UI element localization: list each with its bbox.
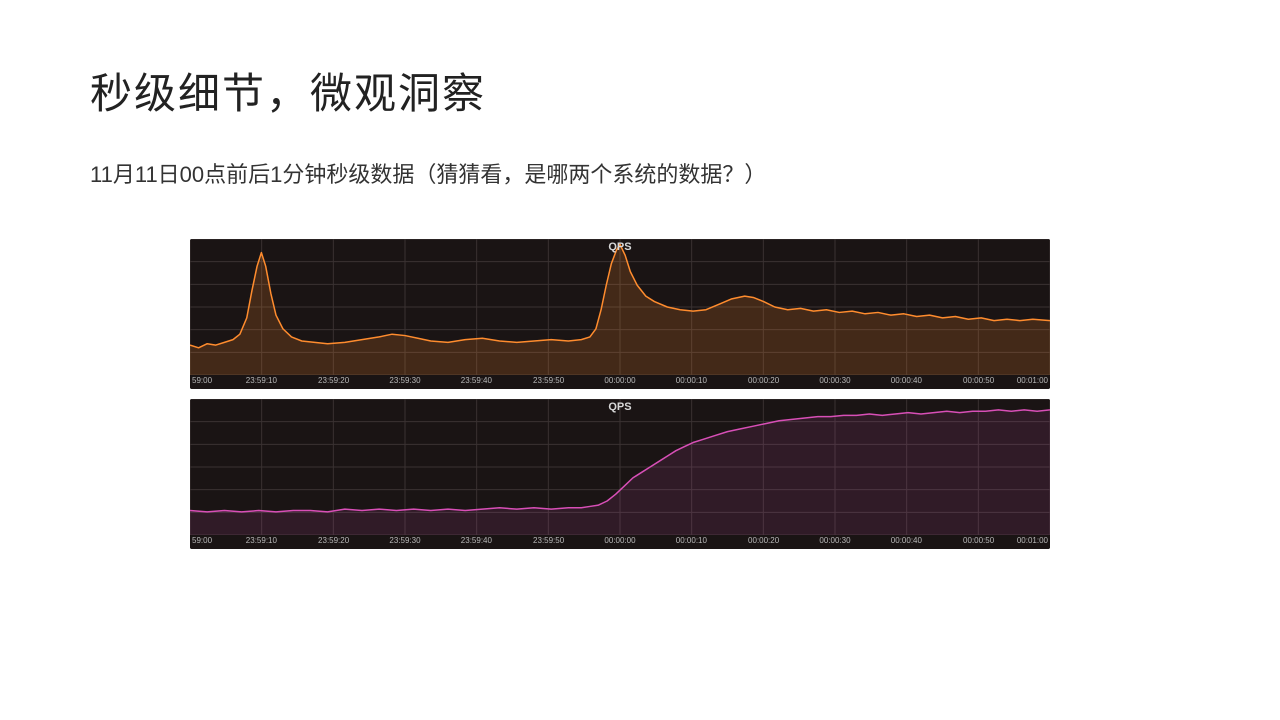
- x-tick-label: 23:59:50: [533, 376, 564, 385]
- slide-subtitle: 11月11日00点前后1分钟秒级数据（猜猜看，是哪两个系统的数据？）: [90, 157, 1190, 189]
- slide-title: 秒级细节，微观洞察: [90, 60, 1190, 121]
- x-tick-label: 00:00:00: [604, 536, 635, 545]
- slide: 秒级细节，微观洞察 11月11日00点前后1分钟秒级数据（猜猜看，是哪两个系统的…: [0, 0, 1280, 720]
- x-tick-label: 23:59:10: [246, 536, 277, 545]
- x-tick-label: 23:59:10: [246, 376, 277, 385]
- x-tick-label: 23:59:20: [318, 376, 349, 385]
- x-tick-label: 00:00:10: [676, 376, 707, 385]
- charts-container: QPS 59:00 23:59:10 23:59:20 23:59:30 23:59:4…: [190, 239, 1050, 549]
- x-tick-label: 23:59:30: [389, 376, 420, 385]
- qps-chart-2-panel: QPS 59:00 23:59:10 23:59:20 23:59:30 23:59:4…: [190, 399, 1050, 549]
- x-tick-label: 00:00:30: [819, 376, 850, 385]
- x-tick-label: 00:01:00: [1017, 376, 1048, 385]
- qps-chart-1-xaxis: 59:00 23:59:10 23:59:20 23:59:30 23:59:40 23:…: [190, 375, 1050, 389]
- x-tick-label: 00:00:30: [819, 536, 850, 545]
- x-tick-label: 00:00:20: [748, 376, 779, 385]
- x-tick-label: 23:59:40: [461, 536, 492, 545]
- x-tick-label: 00:00:00: [604, 376, 635, 385]
- qps-chart-1-title: QPS: [190, 241, 1050, 253]
- x-tick-label: 00:01:00: [1017, 536, 1048, 545]
- x-tick-label: 59:00: [192, 376, 212, 385]
- x-tick-label: 00:00:50: [963, 376, 994, 385]
- x-tick-label: 23:59:20: [318, 536, 349, 545]
- x-tick-label: 23:59:50: [533, 536, 564, 545]
- x-tick-label: 00:00:40: [891, 376, 922, 385]
- qps-chart-1-panel: QPS 59:00 23:59:10 23:59:20 23:59:30 23:59:4…: [190, 239, 1050, 389]
- x-tick-label: 59:00: [192, 536, 212, 545]
- x-tick-label: 00:00:50: [963, 536, 994, 545]
- x-tick-label: 23:59:40: [461, 376, 492, 385]
- qps-chart-1-body: [190, 239, 1050, 375]
- x-tick-label: 00:00:20: [748, 536, 779, 545]
- x-tick-label: 23:59:30: [389, 536, 420, 545]
- qps-chart-2-title: QPS: [190, 401, 1050, 413]
- x-tick-label: 00:00:40: [891, 536, 922, 545]
- qps-chart-2-body: [190, 399, 1050, 535]
- qps-chart-2-xaxis: 59:00 23:59:10 23:59:20 23:59:30 23:59:40 23:…: [190, 535, 1050, 549]
- x-tick-label: 00:00:10: [676, 536, 707, 545]
